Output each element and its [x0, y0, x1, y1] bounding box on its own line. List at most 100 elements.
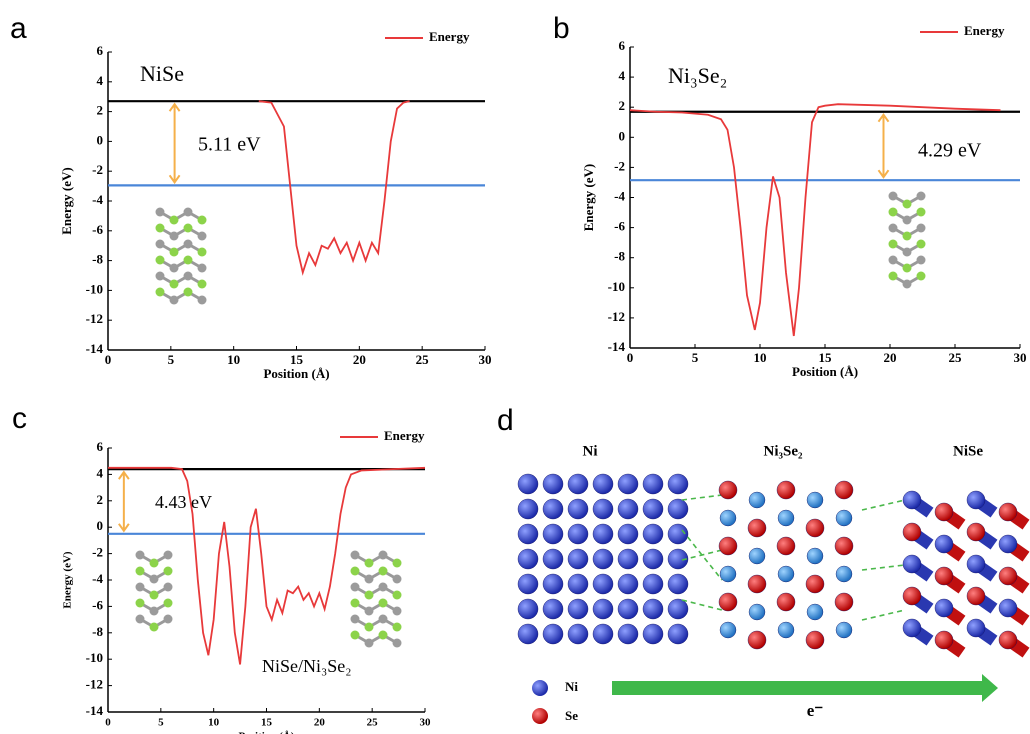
atom — [163, 566, 173, 576]
atom — [667, 598, 689, 620]
atom — [517, 473, 539, 495]
interface-bond — [681, 529, 723, 581]
atom — [888, 191, 898, 201]
y-tick-label: -4 — [92, 571, 103, 586]
atom — [902, 199, 912, 209]
x-axis-label: Position (Å) — [239, 731, 295, 734]
y-tick-label: 0 — [97, 132, 104, 147]
atom — [592, 498, 614, 520]
x-tick-label: 10 — [227, 352, 240, 367]
atom — [834, 480, 854, 500]
atom — [378, 598, 388, 608]
atom — [567, 623, 589, 645]
atom — [378, 566, 388, 576]
atom — [902, 231, 912, 241]
gap-arrow — [168, 102, 181, 185]
y-tick-label: -10 — [86, 281, 103, 296]
x-tick-label: 0 — [105, 352, 112, 367]
atom — [163, 614, 173, 624]
atom — [916, 255, 926, 265]
atom — [642, 523, 664, 545]
atom — [392, 638, 402, 648]
atom — [592, 548, 614, 570]
atom — [888, 223, 898, 233]
atom — [183, 255, 193, 265]
atom — [542, 473, 564, 495]
atom — [542, 623, 564, 645]
interface-bond — [681, 599, 723, 611]
atom — [197, 247, 207, 257]
atom — [378, 630, 388, 640]
x-tick-label: 20 — [314, 717, 326, 729]
atom — [592, 573, 614, 595]
atom — [542, 523, 564, 545]
atom — [542, 548, 564, 570]
x-tick-label: 25 — [949, 350, 963, 365]
atom — [169, 279, 179, 289]
atom — [966, 554, 986, 574]
atom — [998, 630, 1018, 650]
atom — [748, 603, 766, 621]
legend-label: Ni — [565, 679, 578, 694]
atom — [364, 622, 374, 632]
atom — [135, 550, 145, 560]
y-tick-label: 4 — [619, 68, 626, 83]
atom — [392, 574, 402, 584]
atom — [642, 548, 664, 570]
atom — [902, 522, 922, 542]
atom — [135, 614, 145, 624]
x-tick-label: 20 — [353, 352, 366, 367]
atom — [747, 630, 767, 650]
atom — [934, 598, 954, 618]
annotation: NiSe/Ni₃Se₂ — [262, 656, 352, 676]
structure-title: Ni — [583, 443, 598, 459]
atom — [834, 536, 854, 556]
atom — [916, 239, 926, 249]
atom — [642, 498, 664, 520]
atom — [378, 582, 388, 592]
x-tick-label: 15 — [290, 352, 304, 367]
y-tick-label: -10 — [608, 279, 625, 294]
atom — [834, 592, 854, 612]
y-tick-label: 6 — [619, 38, 626, 53]
atom — [517, 573, 539, 595]
atom — [966, 490, 986, 510]
atom — [776, 480, 796, 500]
atom — [747, 518, 767, 538]
x-tick-label: 30 — [1014, 350, 1027, 365]
legend-swatch — [532, 708, 548, 724]
atom — [149, 606, 159, 616]
atom — [517, 598, 539, 620]
atom — [888, 207, 898, 217]
atom — [364, 590, 374, 600]
atom — [542, 598, 564, 620]
atom — [155, 255, 165, 265]
atom — [542, 498, 564, 520]
atom — [183, 207, 193, 217]
legend-label: Energy — [429, 29, 470, 44]
y-tick-label: -14 — [86, 341, 104, 356]
atom — [364, 558, 374, 568]
chart-panel: -14 -12 -10 -8 -6 -4 -2 0 2 4 6 0 5 10 15 20 25 30 Positio… — [59, 29, 492, 381]
annotation: 4.29 eV — [918, 140, 982, 162]
interface-bond — [861, 609, 906, 621]
atom — [776, 592, 796, 612]
atom — [642, 598, 664, 620]
atom — [617, 548, 639, 570]
atom — [642, 473, 664, 495]
y-tick-label: -12 — [86, 677, 103, 692]
x-tick-label: 25 — [367, 717, 379, 729]
atom — [567, 473, 589, 495]
y-tick-label: 2 — [97, 492, 104, 507]
annotation: 4.43 eV — [155, 492, 212, 512]
structure-title: Ni₃Se₂ — [764, 443, 803, 459]
atom — [835, 621, 853, 639]
atom — [966, 618, 986, 638]
x-axis-label: Position (Å) — [263, 366, 329, 381]
atom — [642, 573, 664, 595]
annotation: NiSe — [140, 61, 184, 86]
y-tick-label: -2 — [92, 162, 103, 177]
atom — [998, 598, 1018, 618]
panel-letter: b — [553, 12, 570, 45]
